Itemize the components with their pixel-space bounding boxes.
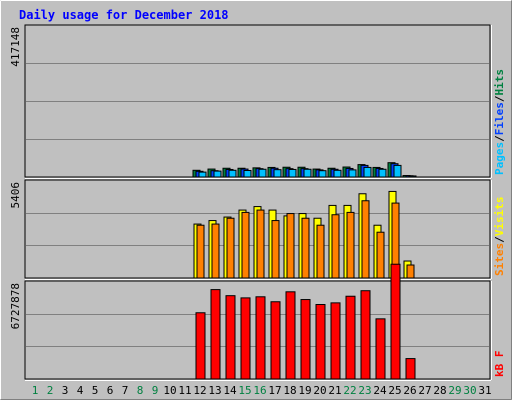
panel-max-label: 6727878 bbox=[9, 283, 22, 329]
bar-visits-sites-day-24 bbox=[376, 231, 385, 279]
bar-hits-pages-day-13 bbox=[213, 170, 222, 178]
panel-legend: Sites/Visits bbox=[493, 197, 506, 277]
bar-hits-pages-day-26 bbox=[408, 175, 417, 178]
panel-max-label: 5406 bbox=[9, 182, 22, 209]
bar-kbytes-kb-f-day-16 bbox=[255, 296, 266, 380]
x-tick-label-6: 6 bbox=[107, 384, 114, 397]
bar-visits-sites-day-21 bbox=[331, 214, 340, 279]
bar-kbytes-kb-f-day-25 bbox=[390, 263, 401, 380]
bar-hits-pages-day-15 bbox=[243, 169, 252, 178]
legend-entry: Pages bbox=[493, 142, 506, 175]
x-tick-label-14: 14 bbox=[223, 384, 237, 397]
x-tick-label-11: 11 bbox=[178, 384, 191, 397]
x-tick-label-28: 28 bbox=[433, 384, 446, 397]
legend-entry: Visits bbox=[493, 197, 506, 237]
x-tick-label-12: 12 bbox=[193, 384, 206, 397]
x-tick-label-26: 26 bbox=[403, 384, 416, 397]
bar-kbytes-kb-f-day-12 bbox=[195, 312, 206, 380]
bar-hits-pages-day-22 bbox=[348, 169, 357, 178]
bar-hits-pages-day-18 bbox=[288, 168, 297, 178]
panel-legend: Pages/Files/Hits bbox=[493, 69, 506, 175]
x-tick-label-1: 1 bbox=[32, 384, 39, 397]
x-tick-label-25: 25 bbox=[388, 384, 401, 397]
bar-kbytes-kb-f-day-14 bbox=[225, 295, 236, 380]
bar-kbytes-kb-f-day-18 bbox=[285, 291, 296, 380]
x-tick-label-15: 15 bbox=[238, 384, 251, 397]
legend-entry: Sites bbox=[493, 243, 506, 276]
x-tick-label-3: 3 bbox=[62, 384, 69, 397]
bar-visits-sites-day-23 bbox=[361, 200, 370, 279]
legend-entry: / bbox=[493, 95, 506, 102]
bar-kbytes-kb-f-day-23 bbox=[360, 290, 371, 380]
x-tick-label-13: 13 bbox=[208, 384, 221, 397]
x-axis-labels: 1 2 3 4 5 6 7 8 9 10 11 12 13 14 15 16 17 18 19 20 21 22 23 24 2… bbox=[32, 384, 492, 397]
bar-visits-sites-day-14 bbox=[226, 217, 235, 279]
bar-kbytes-kb-f-day-19 bbox=[300, 299, 311, 380]
panel-legend: kB F bbox=[493, 351, 506, 378]
x-tick-label-20: 20 bbox=[313, 384, 326, 397]
x-tick-label-10: 10 bbox=[163, 384, 176, 397]
x-tick-label-22: 22 bbox=[343, 384, 356, 397]
bar-hits-pages-day-24 bbox=[378, 168, 387, 178]
bar-hits-pages-day-21 bbox=[333, 169, 342, 178]
legend-entry: kB F bbox=[493, 351, 506, 378]
bar-kbytes-kb-f-day-17 bbox=[270, 301, 281, 380]
x-tick-label-21: 21 bbox=[328, 384, 341, 397]
bar-hits-pages-day-14 bbox=[228, 169, 237, 178]
legend-entry: Files bbox=[493, 102, 506, 135]
bar-kbytes-kb-f-day-21 bbox=[330, 302, 341, 380]
x-tick-label-31: 31 bbox=[478, 384, 491, 397]
bar-kbytes-kb-f-day-22 bbox=[345, 295, 356, 380]
x-tick-label-18: 18 bbox=[283, 384, 296, 397]
bar-visits-sites-day-20 bbox=[316, 224, 325, 279]
x-tick-label-29: 29 bbox=[448, 384, 461, 397]
bar-kbytes-kb-f-day-15 bbox=[240, 297, 251, 380]
bar-hits-pages-day-23 bbox=[363, 166, 372, 178]
x-tick-label-5: 5 bbox=[92, 384, 99, 397]
chart-title: Daily usage for December 2018 bbox=[19, 8, 229, 22]
bar-visits-sites-day-12 bbox=[196, 224, 205, 279]
bars-layer bbox=[192, 162, 417, 380]
x-tick-label-17: 17 bbox=[268, 384, 281, 397]
legend-entry: / bbox=[493, 135, 506, 142]
bar-hits-pages-day-19 bbox=[303, 168, 312, 178]
bar-visits-sites-day-17 bbox=[271, 220, 280, 279]
legend-entry: / bbox=[493, 236, 506, 243]
bar-visits-sites-day-19 bbox=[301, 217, 310, 279]
bar-visits-sites-day-26 bbox=[406, 264, 415, 279]
bar-visits-sites-day-22 bbox=[346, 211, 355, 279]
x-tick-label-2: 2 bbox=[47, 384, 54, 397]
bar-visits-sites-day-16 bbox=[256, 209, 265, 279]
x-tick-label-9: 9 bbox=[152, 384, 159, 397]
x-tick-label-30: 30 bbox=[463, 384, 476, 397]
x-tick-label-4: 4 bbox=[77, 384, 84, 397]
legend-entry: Hits bbox=[493, 69, 506, 96]
x-tick-label-24: 24 bbox=[373, 384, 387, 397]
bar-kbytes-kb-f-day-24 bbox=[375, 318, 386, 380]
bar-hits-pages-day-25 bbox=[393, 164, 402, 178]
bar-hits-pages-day-17 bbox=[273, 169, 282, 178]
x-tick-label-23: 23 bbox=[358, 384, 371, 397]
x-tick-label-7: 7 bbox=[122, 384, 129, 397]
x-tick-label-8: 8 bbox=[137, 384, 144, 397]
bar-visits-sites-day-13 bbox=[211, 223, 220, 279]
bar-kbytes-kb-f-day-13 bbox=[210, 289, 221, 380]
bar-kbytes-kb-f-day-20 bbox=[315, 304, 326, 380]
x-tick-label-27: 27 bbox=[418, 384, 431, 397]
bar-hits-pages-day-20 bbox=[318, 170, 327, 178]
bar-visits-sites-day-18 bbox=[286, 213, 295, 279]
bar-visits-sites-day-15 bbox=[241, 211, 250, 279]
x-tick-label-16: 16 bbox=[253, 384, 266, 397]
bar-kbytes-kb-f-day-26 bbox=[405, 358, 416, 380]
bar-hits-pages-day-12 bbox=[198, 171, 207, 178]
bar-hits-pages-day-16 bbox=[258, 168, 267, 178]
x-tick-label-19: 19 bbox=[298, 384, 311, 397]
panel-max-label: 417148 bbox=[9, 27, 22, 67]
